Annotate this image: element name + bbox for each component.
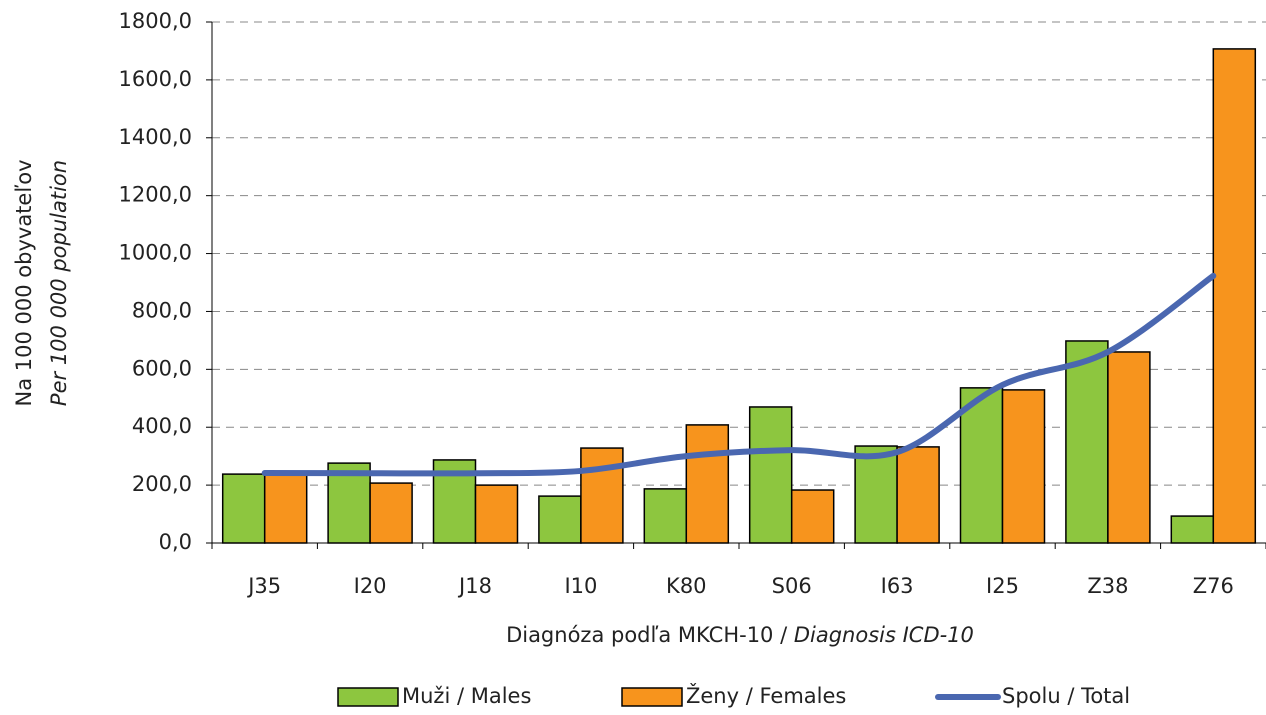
x-axis-label-part: Diagnosis ICD-10 bbox=[794, 623, 974, 647]
y-tick-label: 400,0 bbox=[132, 414, 192, 438]
x-tick-label: Z76 bbox=[1193, 574, 1234, 598]
legend-label: Muži / Males bbox=[402, 684, 531, 708]
x-axis-label: Diagnóza podľa MKCH-10 / Diagnosis ICD-1… bbox=[506, 623, 974, 647]
bar bbox=[580, 447, 624, 544]
bar bbox=[748, 406, 793, 544]
y-tick-label: 1600,0 bbox=[119, 67, 192, 91]
x-axis-label-part: Diagnóza podľa MKCH-10 / bbox=[506, 623, 794, 647]
bar bbox=[1001, 389, 1046, 544]
bar bbox=[1107, 351, 1151, 544]
bar bbox=[685, 424, 730, 544]
x-tick-label: I63 bbox=[881, 574, 914, 598]
y-axis-label: Na 100 000 obyvateľov bbox=[12, 160, 36, 407]
y-tick-label: 800,0 bbox=[132, 298, 192, 322]
y-tick-label: 1000,0 bbox=[119, 241, 192, 265]
legend-label: Ženy / Females bbox=[686, 683, 846, 708]
x-tick-label: S06 bbox=[772, 574, 812, 598]
legend-label: Spolu / Total bbox=[1002, 684, 1130, 708]
y-axis-label: Per 100 000 population bbox=[47, 160, 71, 406]
legend-swatch bbox=[621, 687, 683, 707]
y-tick-label: 600,0 bbox=[132, 356, 192, 380]
y-tick-label: 200,0 bbox=[132, 472, 192, 496]
bar bbox=[790, 489, 835, 544]
bar bbox=[643, 488, 688, 544]
y-tick-label: 1800,0 bbox=[119, 9, 192, 33]
y-tick-label: 1400,0 bbox=[119, 125, 192, 149]
bar bbox=[474, 484, 519, 544]
bar bbox=[221, 473, 266, 544]
x-tick-label: I20 bbox=[354, 574, 387, 598]
x-tick-label: I25 bbox=[986, 574, 1019, 598]
bar bbox=[959, 387, 1004, 544]
y-tick-label: 0,0 bbox=[159, 530, 192, 554]
line bbox=[261, 272, 1217, 477]
x-tick-label: J18 bbox=[457, 574, 492, 598]
x-tick-label: I10 bbox=[564, 574, 597, 598]
x-tick-label: J35 bbox=[246, 574, 281, 598]
bar bbox=[327, 462, 371, 544]
x-tick-label: Z38 bbox=[1087, 574, 1128, 598]
bar bbox=[1065, 340, 1109, 544]
legend-swatch bbox=[337, 687, 399, 707]
bar bbox=[538, 495, 582, 544]
bar bbox=[1170, 515, 1215, 544]
bar bbox=[854, 445, 898, 544]
x-tick-label: K80 bbox=[666, 574, 707, 598]
bar bbox=[369, 482, 413, 544]
bar bbox=[1212, 48, 1257, 544]
bar bbox=[896, 446, 940, 544]
bar bbox=[263, 473, 308, 544]
y-tick-label: 1200,0 bbox=[119, 183, 192, 207]
